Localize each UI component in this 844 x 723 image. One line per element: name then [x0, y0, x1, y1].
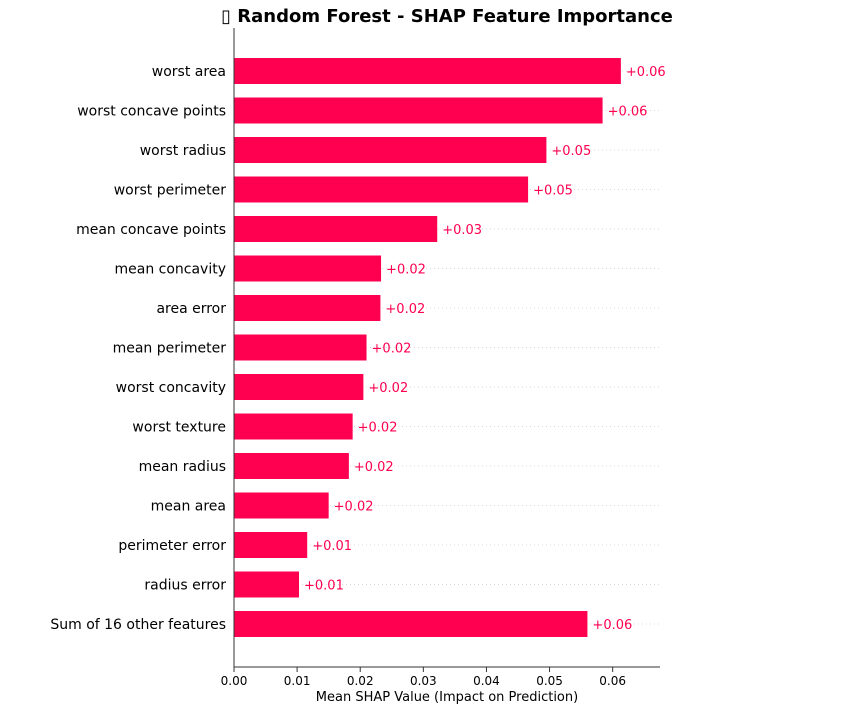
chart-title: ▯ Random Forest - SHAP Feature Importanc…: [221, 6, 673, 27]
bar: [234, 255, 382, 282]
value-label: +0.02: [385, 302, 425, 317]
value-label: +0.02: [372, 342, 412, 357]
category-label: mean perimeter: [113, 341, 227, 357]
category-label: radius error: [144, 578, 226, 594]
x-axis-label: Mean SHAP Value (Impact on Prediction): [316, 690, 578, 705]
category-label: mean radius: [139, 459, 226, 475]
bar: [234, 571, 300, 598]
value-label: +0.05: [533, 184, 573, 199]
category-label: worst texture: [132, 420, 226, 436]
x-tick-label: 0.02: [347, 674, 374, 688]
bar: [234, 137, 547, 163]
bar: [234, 453, 349, 479]
bar: [234, 413, 353, 440]
category-label: worst radius: [140, 143, 226, 159]
bars-group: [234, 58, 621, 637]
bar: [234, 374, 364, 400]
category-labels: worst area worst concave points worst radi…: [50, 64, 226, 633]
category-label: mean concave points: [76, 222, 226, 238]
bar: [234, 58, 621, 84]
category-label: Sum of 16 other features: [50, 617, 226, 633]
x-tick-label: 0.01: [284, 674, 311, 688]
category-label: perimeter error: [118, 538, 226, 554]
category-label: worst concavity: [116, 380, 226, 396]
bar: [234, 334, 367, 361]
category-label: area error: [156, 301, 226, 317]
x-tick-label: 0.00: [221, 674, 248, 688]
value-label: +0.03: [442, 223, 482, 238]
value-label: +0.01: [312, 539, 352, 554]
category-label: mean concavity: [114, 262, 226, 278]
value-label: +0.02: [354, 460, 394, 475]
bar: [234, 611, 588, 637]
bar: [234, 216, 438, 242]
category-label: worst concave points: [77, 104, 226, 120]
bar: [234, 295, 381, 321]
x-tick-label: 0.03: [410, 674, 437, 688]
value-label: +0.05: [551, 144, 591, 159]
value-label: +0.06: [592, 618, 632, 633]
x-tick-label: 0.05: [536, 674, 563, 688]
category-label: worst area: [152, 64, 226, 80]
value-label: +0.02: [386, 263, 426, 278]
bar: [234, 532, 308, 558]
value-label: +0.06: [608, 105, 648, 120]
bar: [234, 492, 329, 519]
value-label: +0.02: [334, 500, 374, 515]
value-label: +0.01: [304, 579, 344, 594]
value-label: +0.06: [626, 65, 666, 80]
bar: [234, 176, 529, 203]
x-tick-label: 0.06: [599, 674, 626, 688]
bar: [234, 97, 603, 124]
value-label: +0.02: [358, 421, 398, 436]
value-labels: +0.06 +0.06 +0.05 +0.05 +0.03 +0.02 +0.02 +0.02…: [304, 65, 666, 633]
x-axis-ticks: 0.00 0.01 0.02 0.03 0.04 0.05 0.06: [221, 667, 626, 688]
value-label: +0.02: [368, 381, 408, 396]
category-label: worst perimeter: [114, 183, 227, 199]
x-tick-label: 0.04: [473, 674, 500, 688]
category-label: mean area: [151, 499, 226, 515]
